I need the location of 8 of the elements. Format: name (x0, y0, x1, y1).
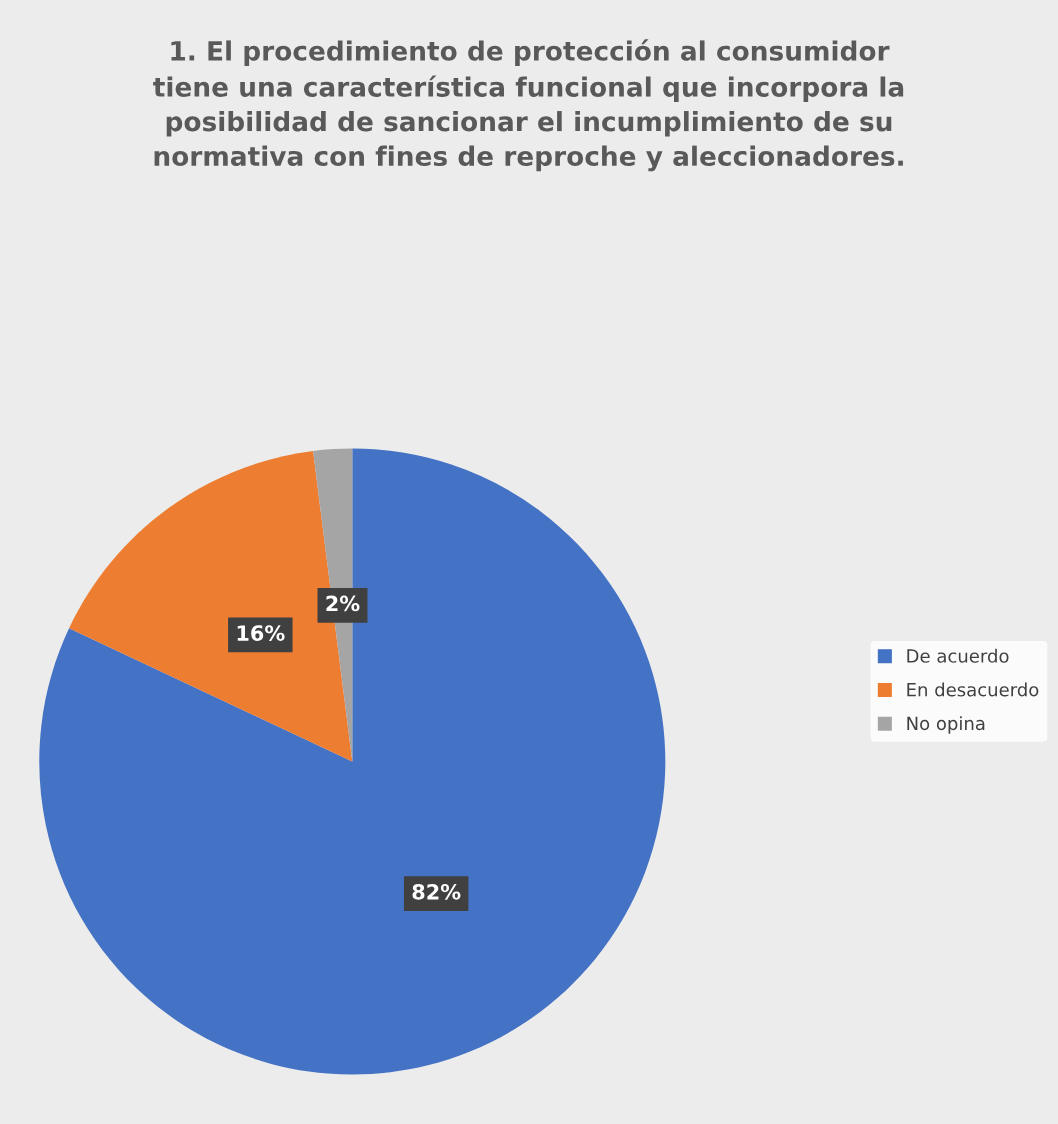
data-label: 82% (412, 883, 461, 900)
chart-title: 1. El procedimiento de protección al consumidor tiene una característica funcional que incorpora la posibilidad de sancionar el incumplimiento de su normativa con fines de reproche y aleccionadores. (153, 39, 904, 172)
legend-label: De acuerdo (907, 648, 1009, 663)
data-label: 2% (326, 595, 360, 612)
data-label: 16% (237, 625, 285, 641)
legend-label: No opina (907, 716, 985, 734)
pie-slice (39, 448, 666, 1075)
legend-label: En desacuerdo (907, 682, 1039, 697)
